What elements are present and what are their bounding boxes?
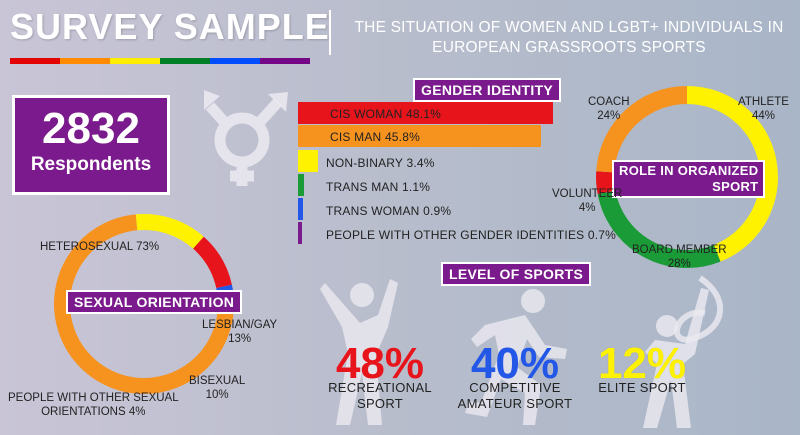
stripe-purple [260, 58, 310, 64]
gender-label-trans-woman: TRANS WOMAN 0.9% [326, 204, 452, 218]
level-competitive-line-1: COMPETITIVE [469, 380, 561, 395]
respondents-label: Respondents [30, 154, 152, 175]
level-label-competitive: COMPETITIVE AMATEUR SPORT [445, 380, 585, 412]
orientation-lg-pct: 13% [228, 333, 252, 345]
orientation-bi-pct: 10% [205, 389, 229, 401]
level-pct-elite: 12% [597, 339, 687, 388]
level-recreational-line-1: RECREATIONAL [328, 380, 432, 395]
role-label: ROLE IN ORGANIZED SPORT [612, 160, 766, 198]
role-donut-chart [596, 86, 778, 268]
role-board-name: BOARD MEMBER [632, 244, 727, 256]
role-segment-volunteer [596, 171, 616, 195]
subtitle-line-2: EUROPEAN GRASSROOTS SPORTS [432, 39, 706, 56]
gender-label-cis-woman: CIS WOMAN 48.1% [330, 107, 442, 121]
role-label-athlete: ATHLETE 44% [738, 95, 789, 123]
role-label-board-member: BOARD MEMBER 28% [632, 243, 727, 271]
role-board-pct: 28% [667, 258, 691, 270]
gender-label-cis-man: CIS MAN 45.8% [330, 130, 420, 144]
orientation-other-line-2: ORIENTATIONS 4% [8, 405, 179, 419]
gender-bar-trans-woman [298, 198, 303, 220]
respondents-count: 2832 [42, 104, 140, 153]
role-athlete-name: ATHLETE [738, 96, 789, 108]
gender-bar-cis-woman [298, 102, 553, 124]
orientation-label: SEXUAL ORIENTATION [66, 290, 243, 314]
orientation-other-name: PEOPLE WITH OTHER SEXUAL [8, 392, 179, 404]
gender-bar-cis-man [298, 125, 541, 147]
gender-label-other: PEOPLE WITH OTHER GENDER IDENTITIES 0.7% [326, 228, 617, 242]
role-coach-pct: 24% [597, 110, 621, 122]
gender-bar-other [298, 222, 302, 244]
role-segment-coach [596, 86, 688, 173]
role-label-line-1: ROLE IN ORGANIZED [619, 163, 759, 178]
stripe-green [160, 58, 210, 64]
header-divider [329, 10, 331, 55]
role-label-volunteer: VOLUNTEER 4% [552, 187, 622, 215]
athlete-icon [320, 279, 398, 425]
gender-symbol-icon [204, 90, 288, 186]
page-subtitle: THE SITUATION OF WOMEN AND LGBT+ INDIVID… [338, 18, 800, 58]
stripe-yellow [110, 58, 160, 64]
orientation-other-name-2: ORIENTATIONS [41, 406, 126, 418]
orientation-lg-name: LESBIAN/GAY [202, 319, 278, 331]
level-pct-recreational: 48% [335, 339, 425, 388]
level-label: LEVEL OF SPORTS [441, 262, 592, 286]
orientation-bi-name: BISEXUAL [189, 375, 246, 387]
rainbow-stripe [10, 58, 310, 64]
level-label-elite: ELITE SPORT [582, 380, 702, 396]
role-volunteer-name: VOLUNTEER [552, 188, 623, 200]
level-recreational-line-2: SPORT [356, 396, 404, 411]
stripe-orange [60, 58, 110, 64]
orientation-label-heterosexual: HETEROSEXUAL 73% [40, 240, 159, 254]
gender-bar-non-binary [298, 150, 318, 172]
orientation-label-lesbian-gay: LESBIAN/GAY 13% [202, 318, 277, 346]
gender-bar-trans-man [298, 174, 304, 196]
stripe-red [10, 58, 60, 64]
gymnast-ribbon-icon [643, 275, 723, 428]
gender-identity-label: GENDER IDENTITY [413, 78, 562, 102]
orientation-segment-bisexual [192, 236, 232, 289]
role-segment-board-member [597, 190, 721, 268]
role-label-coach: COACH 24% [588, 95, 630, 123]
orientation-label-bisexual: BISEXUAL 10% [189, 374, 245, 402]
orientation-segment-lesbian-gay [135, 214, 204, 249]
role-athlete-pct: 44% [751, 110, 775, 122]
page-title: SURVEY SAMPLE [10, 6, 330, 47]
role-coach-name: COACH [588, 96, 630, 108]
runner-icon [465, 289, 567, 425]
level-competitive-line-2: AMATEUR SPORT [457, 396, 573, 411]
level-label-recreational: RECREATIONAL SPORT [315, 380, 445, 412]
orientation-hetero-name: HETEROSEXUAL [40, 241, 133, 253]
subtitle-line-1: THE SITUATION OF WOMEN AND LGBT+ INDIVID… [354, 19, 784, 36]
orientation-hetero-pct: 73% [136, 241, 160, 253]
orientation-label-other: PEOPLE WITH OTHER SEXUAL ORIENTATIONS 4% [8, 391, 179, 419]
gender-label-non-binary: NON-BINARY 3.4% [326, 156, 435, 170]
level-pct-competitive: 40% [470, 339, 560, 388]
gender-label-trans-man: TRANS MAN 1.1% [326, 180, 431, 194]
level-elite-line-1: ELITE SPORT [598, 380, 686, 395]
role-volunteer-pct: 4% [578, 202, 596, 214]
role-segment-athlete [686, 86, 778, 262]
stripe-blue [210, 58, 260, 64]
orientation-other-pct: 4% [128, 406, 146, 418]
role-label-line-2: SPORT [712, 179, 759, 194]
orientation-segment-heterosexual [54, 214, 234, 394]
respondents-box: 2832 Respondents [12, 95, 170, 195]
